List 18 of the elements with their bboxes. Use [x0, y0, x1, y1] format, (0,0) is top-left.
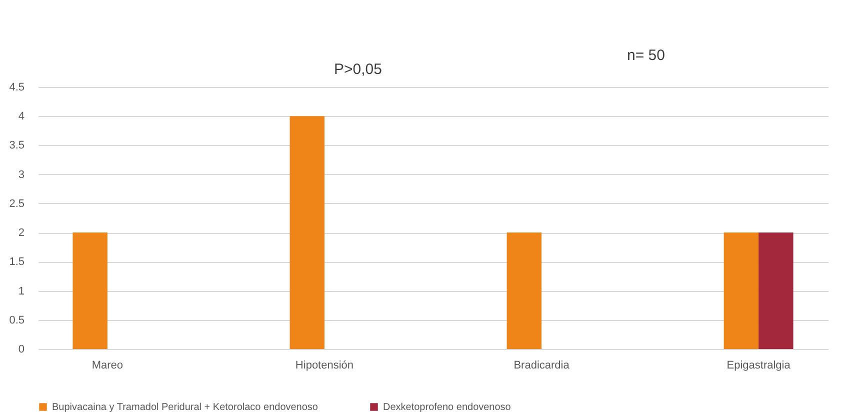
y-tick-label: 1.5	[9, 256, 24, 268]
text: n= 50	[627, 47, 665, 64]
legend-label: Bupivacaina y Tramadol Peridural + Ketorolaco endovenoso	[52, 402, 318, 412]
y-tick-label: 3.5	[9, 140, 24, 152]
y-tick-label: 0.5	[9, 314, 24, 326]
y-tick-label: 2.5	[9, 198, 24, 210]
y-tick-label: 0	[18, 344, 24, 356]
y-tick-label: 4.5	[9, 82, 24, 94]
y-tick-label: 1	[18, 285, 24, 298]
x-tick-label: Hipotensión	[295, 360, 354, 372]
y-tick-label: 3	[18, 168, 24, 181]
x-tick-label: Mareo	[92, 360, 124, 372]
x-tick-label: Epigastralgia	[726, 360, 792, 372]
text: P>0,05	[334, 61, 382, 78]
y-tick-label: 2	[18, 227, 24, 240]
legend-label: Dexketoprofeno endovenoso	[383, 402, 512, 412]
x-tick-label: Bradicardia	[514, 360, 570, 372]
y-tick-label: 4	[18, 110, 24, 123]
